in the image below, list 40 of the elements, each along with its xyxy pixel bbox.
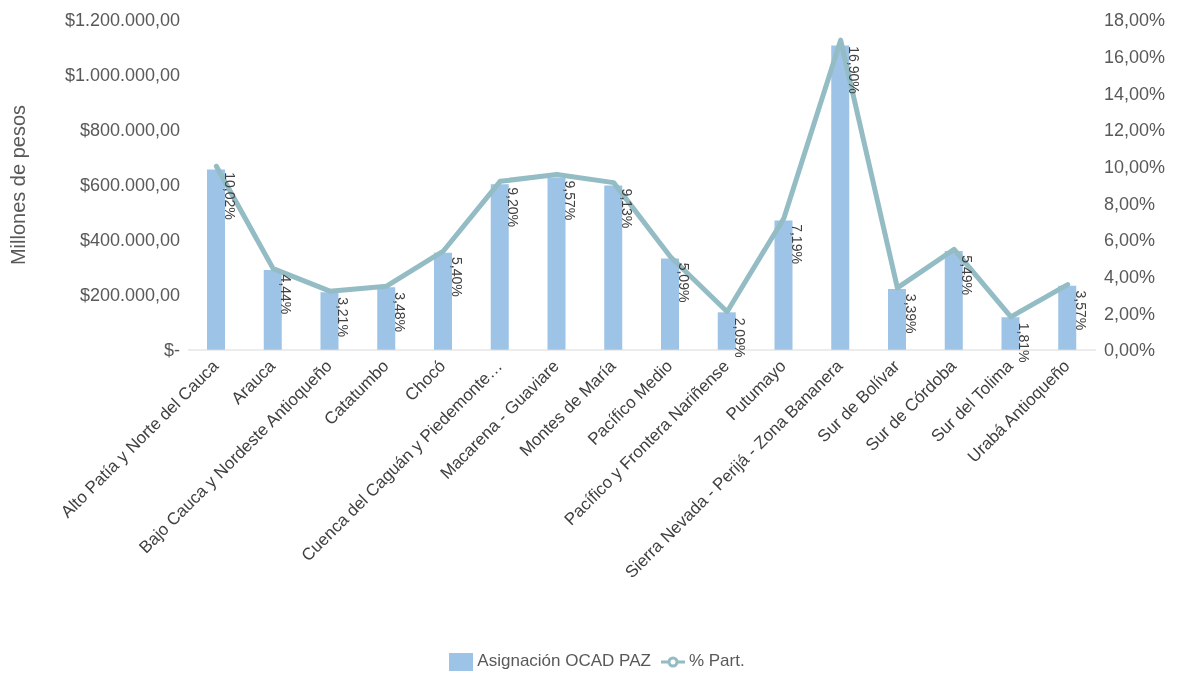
y-tick-label: $1.200.000,00 — [64, 10, 180, 31]
data-label: 3,21% — [335, 297, 352, 337]
y-axis-title: Millones de pesos — [7, 104, 30, 266]
data-label: 10,02% — [221, 172, 238, 220]
data-label: 9,13% — [618, 188, 635, 229]
y-tick-label: $800.000,00 — [79, 120, 180, 141]
y2-tick-label: 0,00% — [1104, 340, 1156, 361]
y2-tick-label: 16,00% — [1104, 47, 1166, 68]
y-tick-label: $200.000,00 — [79, 285, 180, 306]
bar — [434, 252, 452, 350]
y-tick-label: $- — [163, 340, 180, 361]
data-label: 1,81% — [1016, 322, 1033, 363]
data-label: 9,20% — [505, 187, 522, 228]
data-label: 5,09% — [675, 262, 692, 303]
y2-tick-label: 18,00% — [1104, 10, 1166, 31]
data-label: 16,90% — [845, 46, 862, 94]
y2-tick-label: 10,00% — [1104, 157, 1166, 178]
y-tick-label: $1.000.000,00 — [64, 65, 180, 86]
bar — [888, 288, 906, 350]
bar — [661, 258, 679, 350]
data-label: 3,57% — [1072, 290, 1089, 331]
data-label: 4,44% — [278, 274, 295, 315]
data-label: 9,57% — [562, 180, 579, 221]
legend-label: % Part. — [688, 651, 745, 671]
data-label: 2,09% — [732, 317, 749, 358]
y2-tick-label: 12,00% — [1104, 120, 1166, 141]
y2-tick-label: 14,00% — [1104, 83, 1166, 104]
y-tick-label: $600.000,00 — [79, 175, 180, 196]
legend-label: Asignación OCAD PAZ — [477, 651, 651, 671]
bar — [207, 169, 225, 350]
y2-tick-label: 4,00% — [1104, 267, 1156, 288]
y2-tick-label: 8,00% — [1104, 193, 1156, 214]
y2-tick-label: 6,00% — [1104, 230, 1156, 251]
data-label: 5,40% — [448, 257, 465, 297]
data-label: 3,48% — [391, 292, 408, 332]
data-label: 3,39% — [902, 293, 919, 334]
y2-tick-label: 2,00% — [1104, 303, 1156, 324]
data-label: 5,49% — [959, 255, 976, 296]
y-tick-label: $400.000,00 — [79, 230, 180, 251]
data-label: 7,19% — [789, 224, 806, 264]
